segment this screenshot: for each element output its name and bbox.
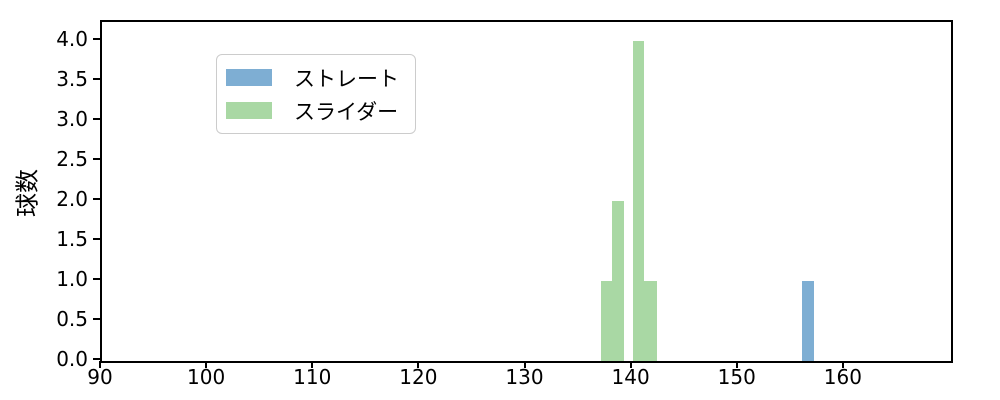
y-tick-label: 2.0 — [56, 187, 88, 211]
y-tick-mark — [93, 78, 100, 80]
y-tick-mark — [93, 238, 100, 240]
y-tick-mark — [93, 158, 100, 160]
x-tick-mark — [311, 361, 314, 368]
x-tick-mark — [99, 361, 101, 368]
y-tick-mark — [93, 318, 100, 320]
x-tick-mark — [523, 361, 526, 368]
x-tick-label: 110 — [293, 365, 332, 389]
legend-label-slider: スライダー — [294, 99, 399, 124]
y-tick-mark — [93, 118, 100, 120]
legend-item-straight: ストレート — [226, 63, 399, 92]
x-tick-label: 130 — [505, 365, 544, 389]
legend-item-slider: スライダー — [226, 96, 399, 125]
y-tick-mark — [93, 38, 100, 40]
legend-swatch-slider — [226, 102, 272, 119]
y-tick-label: 2.5 — [56, 147, 88, 171]
histogram-bar-スライダー — [644, 281, 658, 361]
x-tick-mark — [735, 361, 738, 368]
histogram-bar-スライダー — [612, 201, 625, 361]
y-tick-label: 4.0 — [56, 27, 88, 51]
legend: ストレート スライダー — [216, 54, 416, 134]
legend-swatch-straight — [226, 69, 272, 86]
x-tick-mark — [417, 361, 420, 368]
y-axis-label: 球数 — [13, 169, 42, 217]
y-tick-mark — [93, 278, 100, 280]
x-tick-label: 150 — [717, 365, 756, 389]
x-tick-mark — [629, 361, 632, 368]
y-tick-mark — [93, 358, 100, 360]
histogram-bar-スライダー — [600, 281, 613, 361]
plot-area: ストレート スライダー — [100, 20, 953, 363]
y-tick-mark — [93, 198, 100, 200]
y-tick-label: 1.0 — [56, 267, 88, 291]
histogram-bar-ストレート — [802, 281, 815, 361]
x-tick-label: 140 — [611, 365, 650, 389]
x-tick-label: 100 — [187, 365, 226, 389]
histogram-bar-スライダー — [632, 41, 645, 361]
x-tick-mark — [841, 361, 844, 368]
y-tick-label: 3.5 — [56, 67, 88, 91]
y-tick-label: 0.0 — [56, 347, 88, 371]
y-tick-label: 3.0 — [56, 107, 88, 131]
legend-label-straight: ストレート — [294, 66, 399, 91]
x-tick-label: 90 — [87, 365, 113, 389]
x-tick-label: 120 — [399, 365, 438, 389]
x-tick-mark — [205, 361, 208, 368]
y-tick-label: 0.5 — [56, 307, 88, 331]
x-tick-label: 160 — [823, 365, 862, 389]
y-tick-label: 1.5 — [56, 227, 88, 251]
